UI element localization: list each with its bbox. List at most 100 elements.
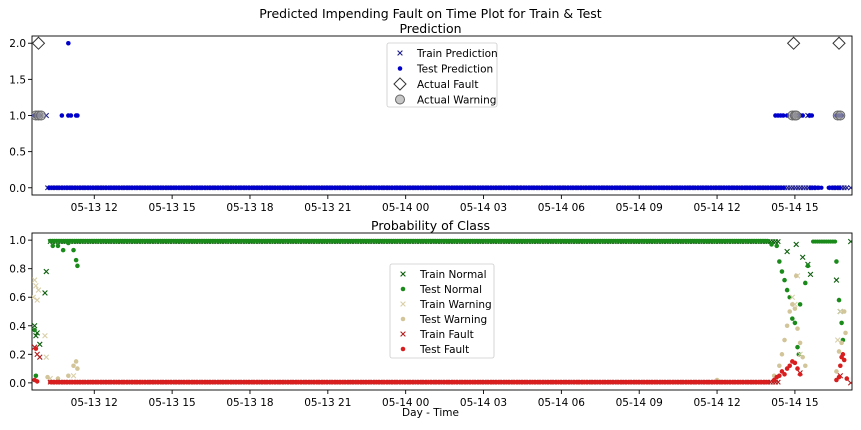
data-point [36,341,43,348]
data-point [777,259,782,264]
data-point [793,241,799,248]
data-point [847,380,852,386]
legend-label: Test Normal [419,284,482,296]
data-point [807,271,814,278]
data-point [775,238,781,245]
data-point [837,185,842,190]
data-point [73,359,79,364]
data-point [32,322,38,329]
data-point [800,113,805,118]
legend-item-test-normal: Test Normal [400,284,482,296]
data-point [799,254,806,261]
data-point [34,379,40,384]
legend-box [389,263,495,359]
x-tick-label: 05-13 12 [71,397,118,409]
data-point [777,373,782,379]
data-point [833,277,840,283]
data-point [792,320,798,326]
legend: Train Prediction Test Prediction Actual Fa… [386,42,498,108]
legend-marker [400,301,406,307]
x-tick-label: 05-14 06 [538,397,586,409]
data-point [782,372,787,377]
data-point [60,247,66,253]
x-tick-label: 05-14 15 [771,202,818,214]
data-point [769,242,774,247]
legend-item-train-warning: Train Warning [400,299,492,311]
data-point [36,354,43,360]
x-tick-label: 05-13 12 [71,202,118,214]
data-point [35,287,42,293]
data-point [765,238,770,243]
data-point [43,354,50,360]
y-tick-label: 1.0 [9,111,26,123]
data-point [32,36,46,50]
data-point [68,113,74,118]
data-point [779,269,785,274]
data-point [781,185,786,190]
data-point [33,346,39,351]
data-point [75,113,80,118]
data-point [840,352,846,357]
x-axis-label: Day - Time [402,407,459,419]
data-point [832,36,846,50]
data-point [765,380,770,385]
data-point [844,376,850,381]
data-point [775,379,781,385]
data-point [809,113,815,118]
legend-item-test-fault: Test Fault [400,344,469,356]
data-point [839,340,844,346]
axes-frame [31,232,853,391]
data-point [839,320,844,326]
data-point [75,366,80,371]
data-point [803,363,808,369]
y-tick-label: 2.0 [9,38,26,50]
data-point [836,374,842,380]
data-point [834,337,841,343]
legend-label: Train Prediction [416,48,498,60]
data-point [55,376,61,381]
data-point [795,344,800,350]
data-point [787,309,793,314]
data-point [847,238,852,245]
series-test-normal [32,238,846,379]
legend-item-test-warning: Test Warning [400,314,487,326]
data-point [71,363,76,369]
data-point [36,110,47,121]
x-tick-label: 05-14 06 [538,202,586,214]
data-point [819,185,824,190]
data-point [805,263,811,269]
data-point [832,239,838,244]
y-tick-label: 0.0 [9,378,26,390]
x-tick-label: 05-13 15 [149,397,196,409]
data-point [796,352,802,357]
data-point [33,373,39,379]
x-tick-label: 05-14 09 [616,397,663,409]
data-point [792,360,798,366]
data-point [837,308,844,315]
legend-marker [397,50,403,56]
data-point [834,369,839,374]
x-tick-label: 05-13 21 [304,397,351,409]
figure-suptitle: Predicted Impending Fault on Time Plot f… [259,6,602,21]
data-point [42,290,48,296]
legend-marker [400,316,406,322]
data-point [790,302,795,307]
data-point [784,287,790,293]
data-point [791,110,802,121]
legend-marker [393,77,407,91]
legend-marker [400,331,406,337]
data-point [784,248,790,255]
x-tick-label: 05-14 03 [460,397,507,409]
legend-label: Train Normal [419,269,487,281]
data-point [844,185,850,191]
data-point [66,240,71,246]
x-tick-label: 05-14 00 [382,202,429,214]
data-point [70,372,77,379]
x-tick-label: 05-13 18 [226,397,273,409]
legend-label: Test Fault [419,344,469,356]
legend-label: Train Fault [419,329,474,341]
data-point [797,302,803,307]
data-point [777,363,782,369]
data-point [787,363,793,369]
data-point [797,340,803,346]
